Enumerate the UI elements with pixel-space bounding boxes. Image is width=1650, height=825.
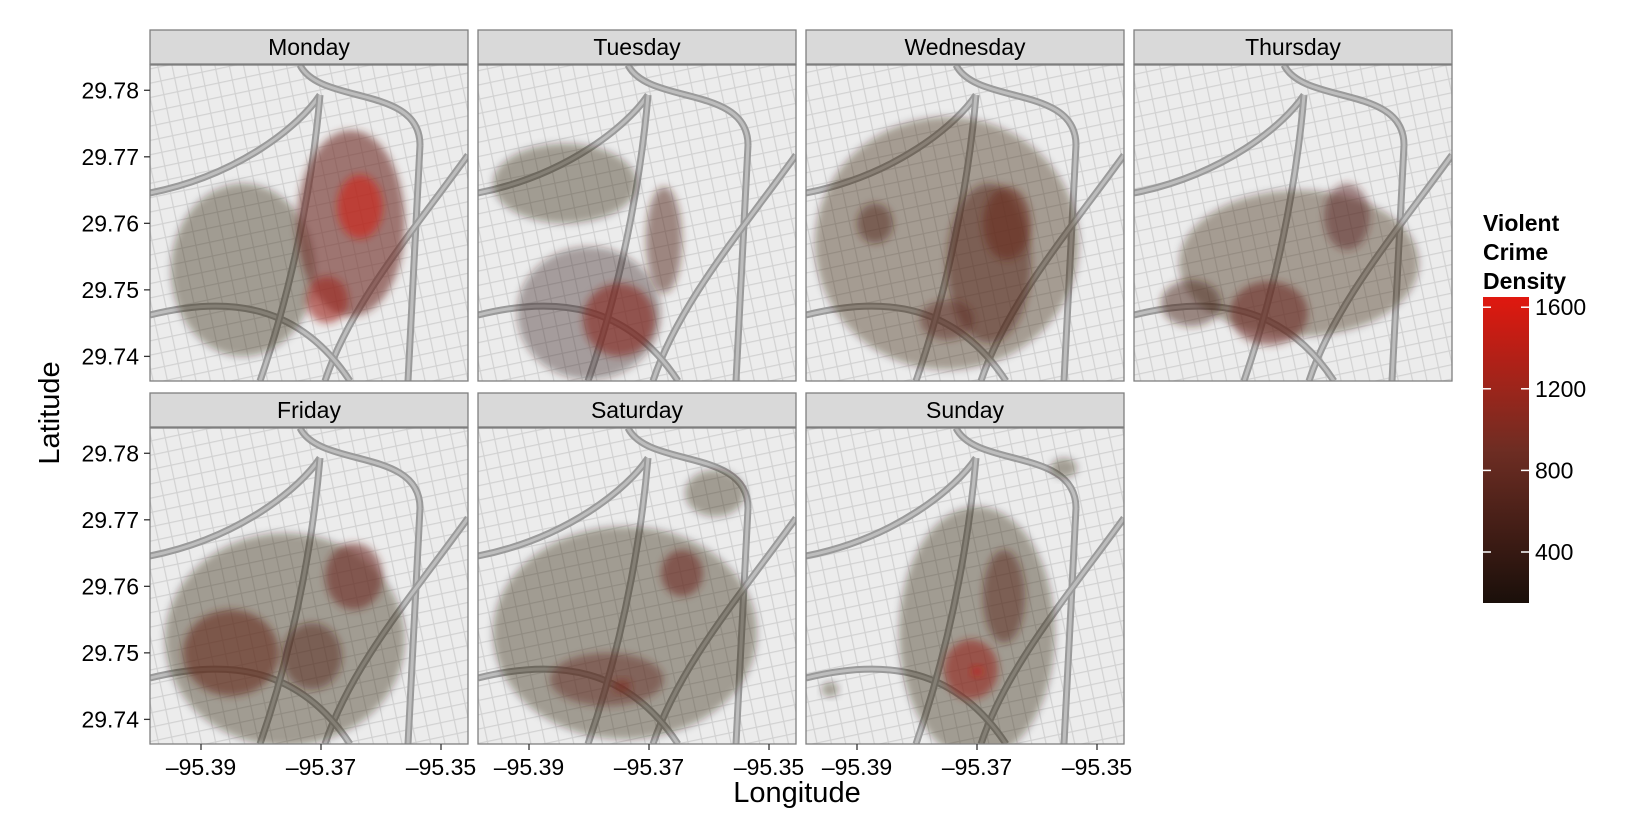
legend-title-line: Density [1483,268,1566,294]
density-layer [815,117,1079,370]
y-tick-label: 29.77 [81,507,139,533]
x-axis-label: Longitude [733,777,860,809]
density-hotspot [282,623,342,690]
density-hotspot [337,175,383,239]
x-tick-label: –95.39 [494,754,564,780]
y-tick-label: 29.78 [81,440,139,466]
y-tick-label: 29.75 [81,640,139,666]
density-hotspot [325,543,383,610]
facet-strip-label: Saturday [591,397,684,423]
legend-tick-label: 1600 [1535,294,1586,320]
density-hotspot [822,682,839,697]
y-tick-label: 29.75 [81,277,139,303]
density-hotspot [1051,458,1077,478]
density-hotspot [613,679,631,692]
y-tick-label: 29.78 [81,77,139,103]
legend-title-line: Violent [1483,210,1560,236]
density-hotspot [685,470,745,517]
y-tick-label: 29.76 [81,573,139,599]
x-tick-label: –95.37 [614,754,684,780]
legend-tick-label: 1200 [1535,376,1586,402]
density-hotspot [1324,183,1370,250]
facet-strip-label: Friday [277,397,341,423]
legend-tick-label: 400 [1535,539,1573,565]
y-tick-label: 29.76 [81,210,139,236]
legend-tick-label: 800 [1535,457,1573,483]
y-tick-label: 29.74 [81,706,139,732]
density-hotspot [857,203,893,243]
density-hotspot [493,526,757,739]
density-hotspot [493,144,637,224]
x-tick-label: –95.35 [1062,754,1132,780]
facet-strip-label: Sunday [926,397,1005,423]
y-axis-row-2: 29.74 29.75 29.76 29.77 29.78 [81,440,150,732]
legend-title-line: Crime [1483,239,1548,265]
density-hotspot [1230,281,1308,345]
facet-panel-tuesday: Tuesday [478,30,796,381]
legend: Violent Crime Density 400 800 1200 1600 [1483,210,1586,603]
density-hotspot [171,183,315,356]
density-hotspot [971,666,983,677]
density-hotspot [306,277,348,324]
y-tick-label: 29.77 [81,144,139,170]
density-hotspot [183,610,279,696]
density-hotspot [920,300,974,340]
x-tick-label: –95.37 [286,754,356,780]
x-tick-label: –95.39 [166,754,236,780]
legend-colorbar [1483,297,1529,603]
density-hotspot [944,640,998,700]
density-hotspot [583,283,655,356]
density-hotspot [550,653,664,706]
facet-panels: Monday Tuesday Wednesday Thursday Friday Satu… [150,30,1452,759]
y-axis-row-1: 29.74 29.75 29.76 29.77 29.78 [81,77,150,369]
density-hotspot [661,550,703,597]
facet-panel-wednesday: Wednesday [806,30,1124,381]
facet-panel-sunday: Sunday [806,393,1124,759]
facet-panel-saturday: Saturday [478,393,796,744]
facet-panel-thursday: Thursday [1134,30,1452,381]
x-tick-label: –95.37 [942,754,1012,780]
density-hotspot [899,507,1055,760]
facet-panel-friday: Friday [150,393,468,746]
density-hotspot [983,550,1025,643]
facet-strip-label: Monday [268,34,350,60]
density-hotspot [646,187,682,293]
facet-strip-label: Thursday [1245,34,1341,60]
facet-panel-monday: Monday [150,30,468,381]
facet-strip-label: Wednesday [904,34,1026,60]
density-layer [165,533,405,746]
y-axis-label: Latitude [34,361,66,464]
x-tick-label: –95.35 [406,754,476,780]
x-axis: –95.39 –95.37 –95.35 –95.39 –95.37 –95.35 –95.… [166,744,1132,780]
y-tick-label: 29.74 [81,343,139,369]
density-hotspot [1161,280,1221,327]
density-hotspot [983,187,1031,260]
facet-strip-label: Tuesday [593,34,681,60]
